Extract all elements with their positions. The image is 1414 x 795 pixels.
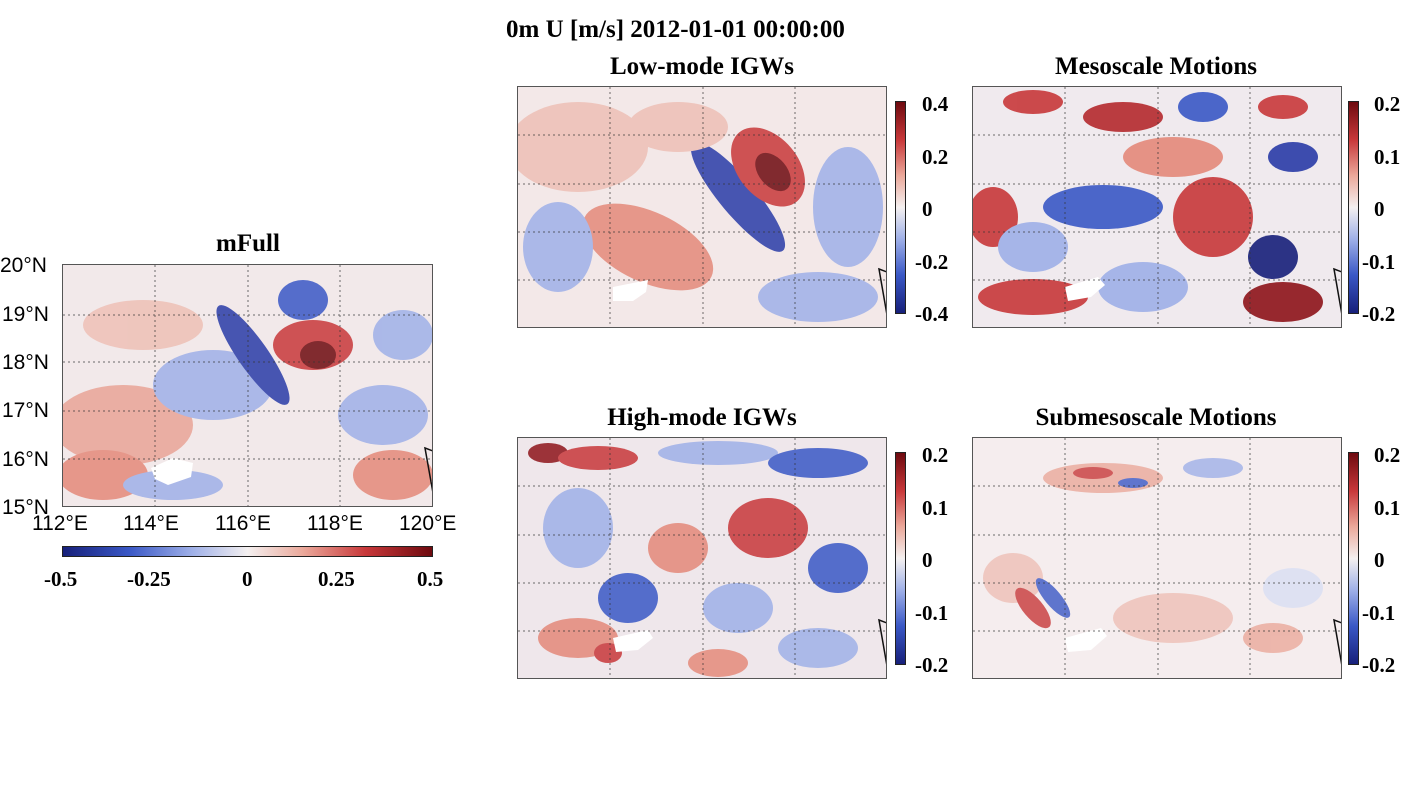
cbar-tick-submeso-1: 0.1 (1374, 496, 1401, 520)
cbar-tick-meso-1: 0.1 (1374, 145, 1401, 169)
lon-tick-112e: 112°E (32, 512, 88, 535)
heatmap-submesoscale-motions (973, 438, 1341, 678)
lat-tick-19n: 19°N (2, 303, 49, 326)
heatmap-mesoscale-motions (973, 87, 1341, 327)
map-panel-mfull (62, 264, 433, 507)
colorbar-mesoscale-motions (1348, 101, 1359, 314)
map-panel-mesoscale-motions (972, 86, 1342, 328)
cbar-tick-high-0: 0.2 (922, 443, 949, 467)
lat-tick-15n: 15°N (2, 496, 49, 519)
lon-tick-114e: 114°E (123, 512, 179, 535)
cbar-tick-meso-2: 0 (1374, 197, 1385, 221)
cbar-tick-high-1: 0.1 (922, 496, 949, 520)
cbar-tick-submeso-0: 0.2 (1374, 443, 1401, 467)
lon-tick-120e: 120°E (399, 512, 457, 535)
cbar-tick-low-0: 0.4 (922, 92, 949, 116)
cbar-tick-submeso-4: -0.2 (1362, 653, 1396, 677)
lat-tick-16n: 16°N (2, 448, 49, 471)
colorbar-submesoscale-motions (1348, 452, 1359, 665)
map-panel-low-mode-igws (517, 86, 887, 328)
panel-title-mesoscale-motions: Mesoscale Motions (1054, 53, 1258, 80)
panel-title-submesoscale-motions: Submesoscale Motions (1035, 404, 1277, 431)
cbar-tick-mfull-4: 0.5 (417, 567, 444, 591)
heatmap-mfull (63, 265, 432, 506)
panel-title-high-mode-igws: High-mode IGWs (607, 404, 797, 431)
heatmap-high-mode-igws (518, 438, 886, 678)
cbar-tick-low-1: 0.2 (922, 145, 949, 169)
cbar-tick-mfull-1: -0.25 (127, 567, 171, 591)
cbar-tick-mfull-3: 0.25 (318, 567, 355, 591)
heatmap-low-mode-igws (518, 87, 886, 327)
colorbar-high-mode-igws (895, 452, 906, 665)
cbar-tick-mfull-0: -0.5 (44, 567, 78, 591)
map-panel-high-mode-igws (517, 437, 887, 679)
colorbar-low-mode-igws (895, 101, 906, 314)
colorbar-mfull (62, 546, 433, 557)
lat-tick-20n: 20°N (0, 254, 47, 277)
map-panel-submesoscale-motions (972, 437, 1342, 679)
cbar-tick-high-3: -0.1 (915, 601, 949, 625)
cbar-tick-high-2: 0 (922, 548, 933, 572)
lon-tick-116e: 116°E (215, 512, 271, 535)
lat-tick-17n: 17°N (2, 399, 49, 422)
cbar-tick-meso-3: -0.1 (1362, 250, 1396, 274)
cbar-tick-mfull-2: 0 (242, 567, 253, 591)
panel-title-low-mode-igws: Low-mode IGWs (609, 53, 795, 80)
cbar-tick-submeso-2: 0 (1374, 548, 1385, 572)
cbar-tick-meso-0: 0.2 (1374, 92, 1401, 116)
figure-suptitle: 0m U [m/s] 2012-01-01 00:00:00 (506, 16, 845, 43)
cbar-tick-high-4: -0.2 (915, 653, 949, 677)
cbar-tick-low-4: -0.4 (915, 302, 949, 326)
cbar-tick-low-2: 0 (922, 197, 933, 221)
panel-title-mfull: mFull (216, 230, 280, 257)
cbar-tick-submeso-3: -0.1 (1362, 601, 1396, 625)
lon-tick-118e: 118°E (307, 512, 363, 535)
lat-tick-18n: 18°N (2, 351, 49, 374)
cbar-tick-low-3: -0.2 (915, 250, 949, 274)
cbar-tick-meso-4: -0.2 (1362, 302, 1396, 326)
